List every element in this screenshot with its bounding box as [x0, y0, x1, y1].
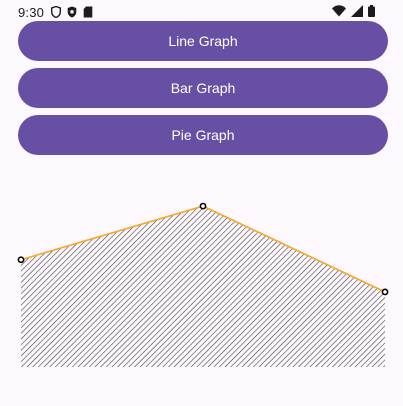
data-point-1[interactable]: [199, 202, 207, 210]
status-time: 9:30: [18, 5, 45, 20]
data-point-2[interactable]: [381, 288, 389, 296]
sd-card-icon: [83, 6, 93, 18]
area-chart-svg: [17, 202, 389, 367]
shield-icon: [51, 6, 61, 18]
signal-icon: [351, 5, 363, 17]
status-right-icons: [332, 5, 375, 17]
data-point-0[interactable]: [17, 256, 25, 264]
area-chart: [0, 190, 403, 380]
area-fill: [21, 206, 385, 367]
status-left-icons: [51, 6, 93, 18]
wifi-icon: [332, 5, 346, 17]
shield-dot-icon: [67, 6, 77, 18]
bar-graph-button[interactable]: Bar Graph: [18, 68, 388, 108]
pie-graph-button[interactable]: Pie Graph: [18, 115, 388, 155]
status-bar: 9:30: [0, 0, 403, 26]
line-graph-button[interactable]: Line Graph: [18, 21, 388, 61]
battery-icon: [368, 5, 375, 17]
